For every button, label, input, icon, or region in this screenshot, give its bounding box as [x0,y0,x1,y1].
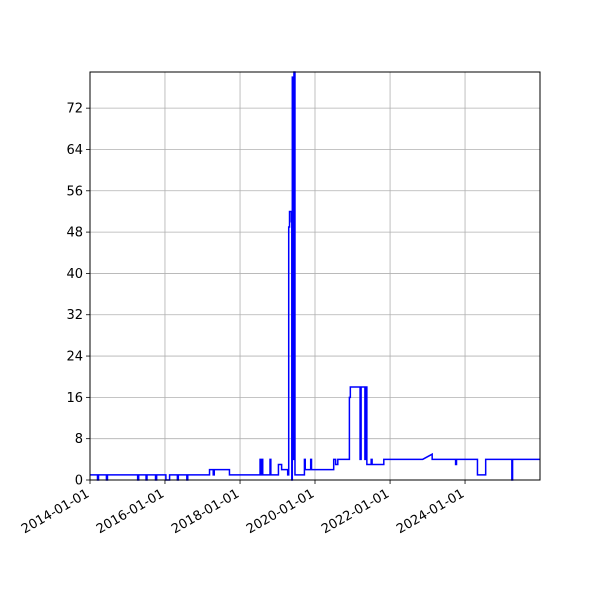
y-tick-label: 0 [75,474,83,489]
y-tick-label: 56 [66,184,83,199]
y-tick-label: 24 [66,350,83,365]
y-tick-label: 72 [66,102,83,117]
series-layer [90,71,540,481]
y-tick-label: 8 [75,432,83,447]
y-tick-label: 48 [66,226,83,241]
y-tick-label: 32 [66,308,83,323]
y-tick-label: 16 [66,391,83,406]
y-tick-label: 40 [66,267,83,282]
y-tick-label: 64 [66,143,83,158]
series-line [90,71,540,481]
